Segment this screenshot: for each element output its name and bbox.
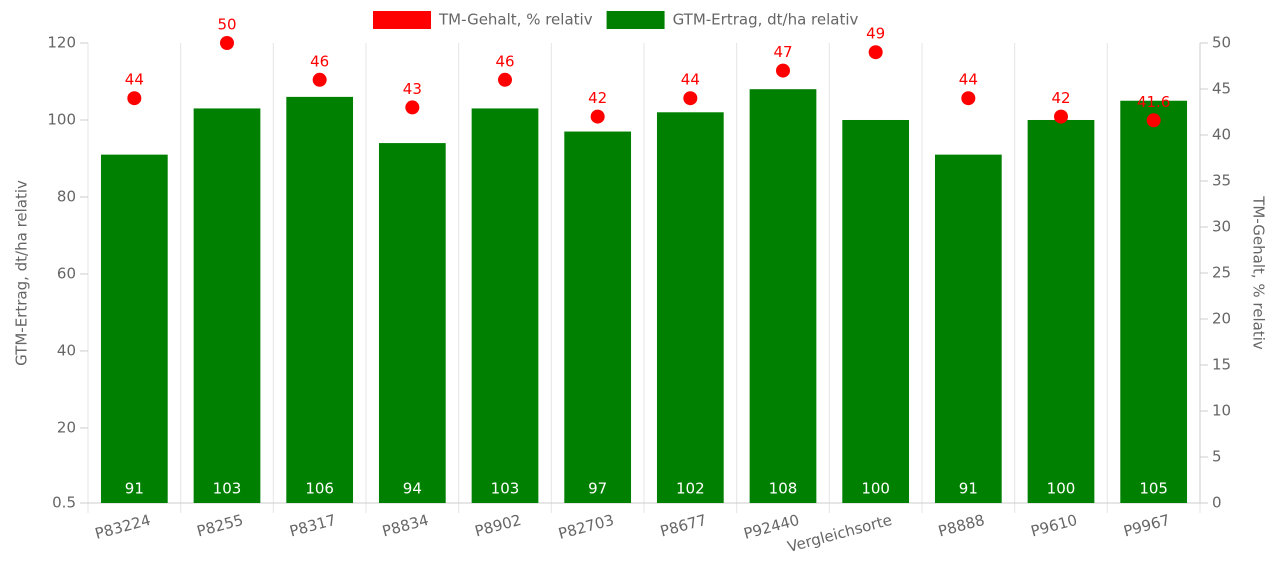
bar-value-label: 91 [125,480,144,498]
y-tick-label: 0.5 [52,494,76,512]
bar [286,96,354,504]
y2-tick-label: 35 [1212,172,1231,190]
y2-tick-label: 45 [1212,80,1231,98]
bar-value-label: 106 [305,480,334,498]
point-value-label: 44 [959,71,978,89]
bar [1027,119,1095,503]
bar [100,154,168,503]
x-tick-label: P8888 [936,511,986,541]
x-tick-label: P82703 [556,511,615,543]
point [1054,109,1068,124]
y2-tick-label: 0 [1212,494,1222,512]
point-value-label: 46 [495,52,514,70]
x-tick-label: P8834 [380,511,430,541]
x-tick-label: Vergleichsorte [786,511,894,556]
bar [1120,100,1188,503]
point-value-label: 43 [403,80,422,98]
bar-value-label: 94 [403,480,422,498]
point [220,36,234,50]
point-value-label: 44 [125,71,144,89]
bar [378,143,446,503]
x-tick-label: P9610 [1029,511,1079,541]
point [405,100,420,115]
point-value-label: 44 [681,71,700,89]
x-tick-label: P8902 [473,511,523,541]
point-value-label: 42 [1051,89,1070,107]
y-tick-label: 40 [57,341,76,359]
bar-value-label: 100 [1047,480,1076,498]
bar [749,89,817,503]
x-tick-label: P83224 [93,511,152,543]
y2-axis-title: TM-Gehalt, % relativ [1250,195,1268,350]
x-tick-label: P9967 [1122,511,1172,541]
y-axis-title: GTM-Ertrag, dt/ha relativ [13,180,31,366]
legend-swatch [373,11,431,29]
point [590,109,605,124]
bar-value-label: 105 [1139,480,1168,498]
y2-tick-label: 5 [1212,448,1222,466]
point-value-label: 47 [773,43,792,61]
legend-label: TM-Gehalt, % relativ [438,11,593,29]
point-value-label: 50 [217,16,236,34]
bar [193,108,261,503]
y2-tick-label: 15 [1212,356,1231,374]
bar [842,119,910,503]
y2-tick-label: 40 [1212,126,1231,144]
point-value-label: 41.6 [1137,93,1170,111]
point-value-label: 46 [310,52,329,70]
bar [471,108,539,503]
point [961,91,976,106]
bar [934,154,1002,503]
legend-label: GTM-Ertrag, dt/ha relativ [673,11,859,29]
point [776,63,790,78]
bar-value-label: 103 [213,480,242,498]
y-tick-label: 120 [47,34,76,52]
y2-tick-label: 50 [1212,34,1231,52]
bar-value-label: 103 [491,480,520,498]
y2-tick-label: 30 [1212,218,1231,236]
point-value-label: 42 [588,89,607,107]
point [1146,113,1161,128]
x-tick-label: P8677 [658,511,708,541]
y2-tick-label: 10 [1212,402,1231,420]
point [127,91,142,106]
point [312,72,327,87]
y2-tick-label: 25 [1212,264,1231,282]
bar-value-label: 97 [588,480,607,498]
y-tick-label: 60 [57,264,76,282]
bar-value-label: 108 [769,480,798,498]
bar [564,131,632,503]
point [868,45,883,60]
x-tick-label: P8317 [288,511,338,541]
bar-value-label: 100 [861,480,890,498]
bar-value-label: 91 [959,480,978,498]
point [498,72,512,87]
y-tick-label: 20 [57,418,76,436]
legend-swatch [606,11,665,29]
bar [656,112,724,504]
y-tick-label: 100 [47,110,76,128]
x-tick-label: P8255 [195,511,245,541]
y2-tick-label: 20 [1212,310,1231,328]
point [683,91,698,106]
y-tick-label: 80 [57,187,76,205]
point-value-label: 49 [866,25,885,43]
bar-value-label: 102 [676,480,705,498]
